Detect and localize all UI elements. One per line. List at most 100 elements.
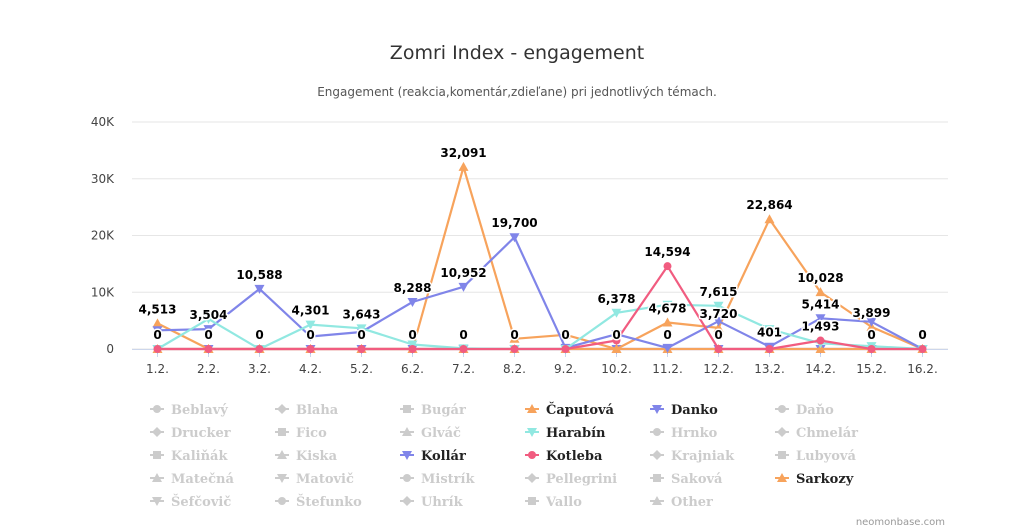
x-tick-label: 3.2. [248,362,271,376]
data-point [509,333,520,343]
series-Danko[interactable] [152,233,928,354]
legend-label: Kotleba [546,449,603,464]
data-label: 32,091 [440,146,486,160]
legend-item[interactable]: Kaliňák [150,449,228,464]
data-point [153,345,162,353]
legend-item[interactable]: Bugár [400,403,466,418]
legend-item[interactable]: Čaputová [525,401,615,418]
legend-item[interactable]: Beblavý [150,403,228,418]
legend-label: Hrnko [671,426,718,441]
data-point [611,308,622,318]
data-point [867,345,876,353]
legend-item[interactable]: Glváč [400,426,461,441]
data-label: 10,028 [797,271,843,285]
legend-marker [777,427,787,437]
data-point [305,320,316,330]
data-point [255,345,264,353]
data-label: 3,899 [853,306,891,320]
legend-marker [153,451,161,459]
data-label: 0 [408,328,416,342]
y-axis: 0 10K 20K 30K 40K [91,115,115,356]
data-label: 10,588 [236,268,282,282]
y-tick-label: 30K [91,172,115,186]
data-label: 4,513 [139,302,177,316]
data-point [356,324,367,334]
legend-item[interactable]: Vallo [525,495,582,510]
data-point [713,317,724,327]
legend-item[interactable]: Harabín [525,426,606,441]
legend-item[interactable]: Drucker [150,426,231,441]
legend-item[interactable]: Štefunko [275,493,362,510]
data-label: 4,678 [649,301,687,315]
data-point [407,340,418,350]
data-label: 0 [612,328,620,342]
legend-item[interactable]: Lubyová [775,449,856,464]
legend-item[interactable]: Uhrík [400,495,464,510]
legend-label: Čaputová [546,401,615,418]
data-label: 22,864 [746,198,792,212]
legend-item[interactable]: Sarkozy [775,472,854,487]
legend-marker [402,427,412,436]
legend-label: Pellegrini [546,472,617,487]
legend-item[interactable]: Kiska [275,449,338,464]
x-tick-label: 11.2. [652,362,683,376]
series-lines [152,161,928,354]
x-tick-label: 5.2. [350,362,373,376]
data-label: 0 [561,328,569,342]
legend-label: Kollár [421,449,466,464]
legend-item[interactable]: Šefčovič [150,493,231,510]
x-tick-label: 4.2. [299,362,322,376]
data-point [561,345,570,353]
legend-item[interactable]: Chmelár [775,426,858,441]
legend-label: Glváč [421,426,461,441]
legend-item[interactable]: Hrnko [650,426,718,441]
data-point [611,344,622,353]
legend-item[interactable]: Danko [650,403,718,418]
data-point [254,284,265,294]
series-Kotleba[interactable] [153,262,927,353]
chart-title: Zomri Index - engagement [390,42,644,64]
legend-item[interactable]: Kotleba [525,449,603,464]
legend-item[interactable]: Matečná [150,472,234,487]
legend-marker [527,473,537,483]
legend-item[interactable]: Mistrík [400,472,475,487]
legend-label: Beblavý [171,403,228,418]
legend-marker [653,474,661,482]
legend-marker [277,450,287,459]
data-point [663,262,672,271]
x-tick-label: 9.2. [554,362,577,376]
chart-credit[interactable]: neomonbase.com [856,517,945,527]
y-tick-label: 0 [106,342,114,356]
data-label: 0 [153,328,161,342]
legend-label: Danko [671,403,718,418]
legend-label: Matovič [296,472,354,487]
data-point [458,161,469,171]
data-label: 0 [306,328,314,342]
legend-marker [277,474,287,483]
legend-label: Daňo [796,403,834,418]
data-point [560,329,571,339]
legend-item[interactable]: Saková [650,472,723,487]
legend-item[interactable]: Other [650,495,713,510]
data-point [714,345,723,353]
data-point [662,300,673,310]
data-label: 3,504 [190,308,228,322]
legend-marker [402,496,412,506]
legend-marker [152,427,162,437]
data-label: 0 [459,328,467,342]
data-point [764,214,775,224]
legend-item[interactable]: Blaha [275,403,339,418]
data-point [765,345,774,353]
y-tick-label: 40K [91,115,115,129]
legend-marker [278,497,286,505]
legend-item[interactable]: Krajniak [650,449,735,464]
legend-item[interactable]: Kollár [400,449,466,464]
x-tick-label: 1.2. [146,362,169,376]
legend-item[interactable]: Matovič [275,472,354,487]
legend-item[interactable]: Pellegrini [525,472,617,487]
data-label: 0 [918,328,926,342]
legend-item[interactable]: Fico [275,426,327,441]
legend-item[interactable]: Daňo [775,403,834,418]
data-point [152,326,163,336]
legend-marker [652,496,662,505]
